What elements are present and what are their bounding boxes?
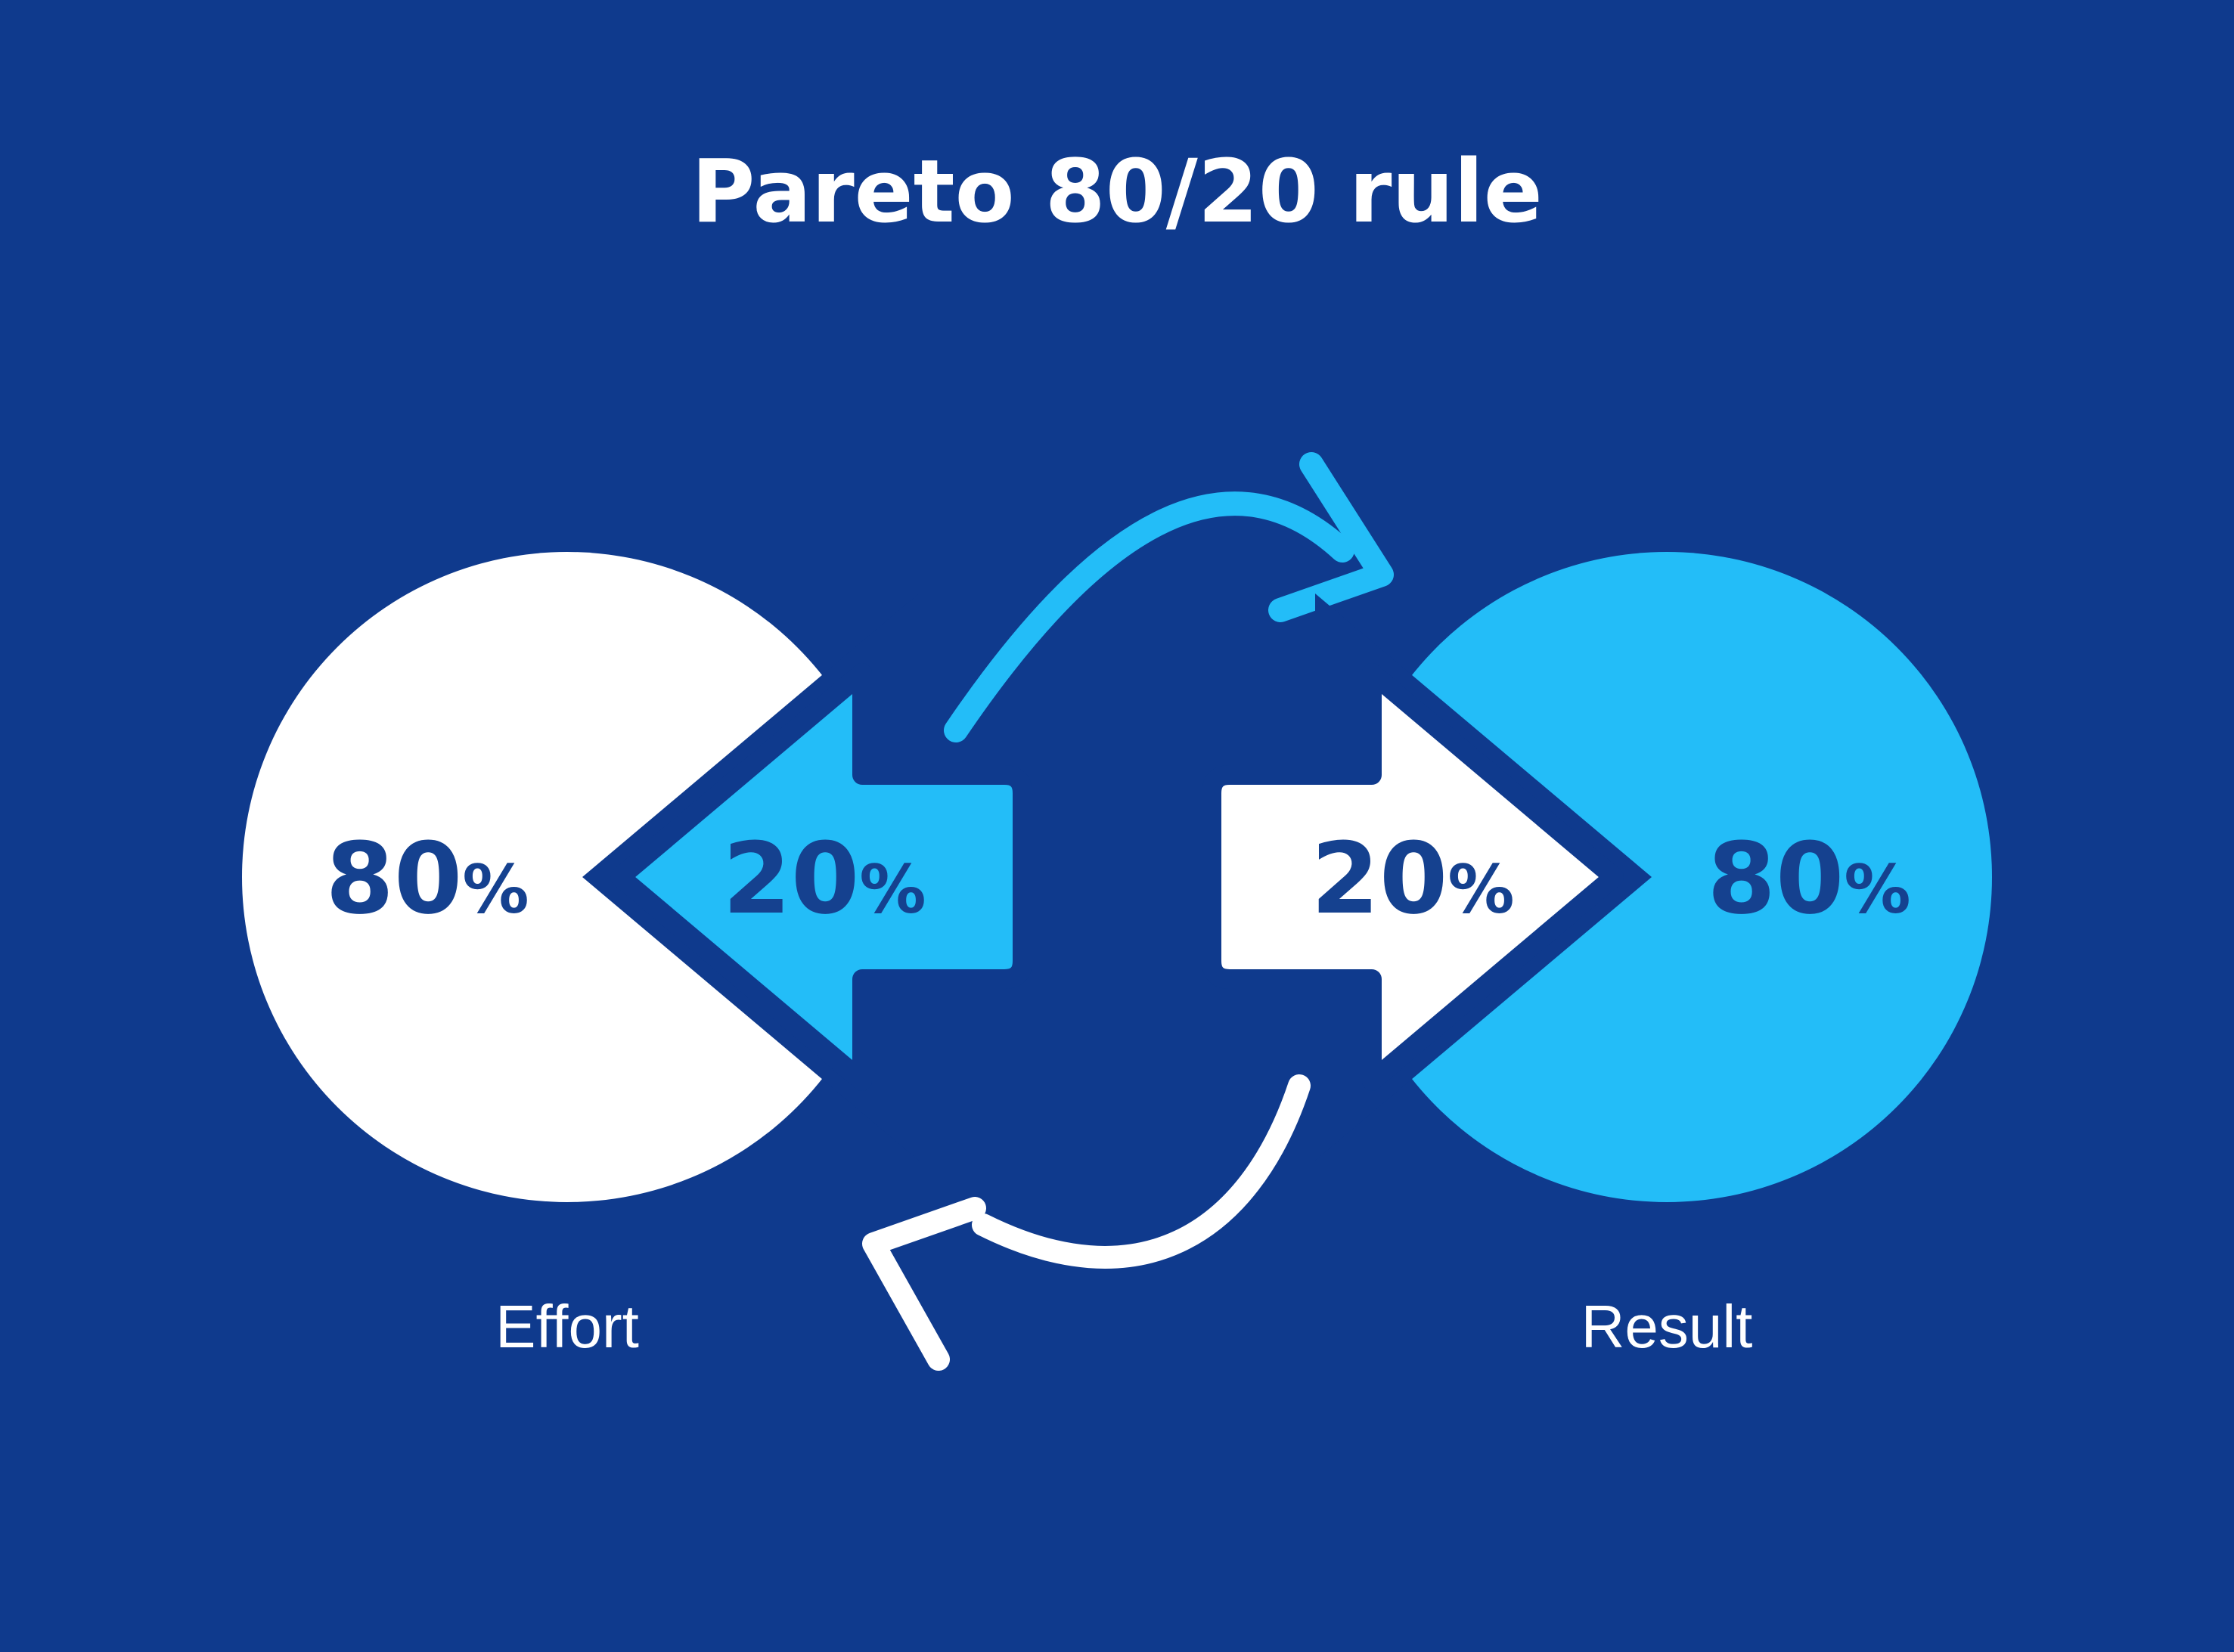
- result-label: Result: [1581, 1293, 1753, 1360]
- effort-circle: [242, 552, 892, 1202]
- result-arrow-percent-sign: %: [1447, 851, 1514, 928]
- effort-arrow-value: 20%: [722, 821, 926, 936]
- effort-share-number: 80: [325, 821, 462, 936]
- result-circle: [1342, 552, 1992, 1202]
- result-arrow-number: 20: [1311, 821, 1447, 936]
- result-share-percent-sign: %: [1844, 851, 1910, 928]
- effort-share-percent-sign: %: [462, 851, 529, 928]
- effort-arrow-number: 20: [722, 821, 859, 936]
- curved-arrow-right-icon: [944, 452, 1394, 742]
- effort-arrow-percent-sign: %: [859, 851, 926, 928]
- effort-share-value: 80%: [325, 821, 529, 936]
- curved-arrow-right-arc: [944, 491, 1354, 742]
- result-share-number: 80: [1707, 821, 1844, 936]
- curved-arrow-left-icon: [862, 1074, 1311, 1371]
- curved-arrow-left-arc: [972, 1074, 1311, 1269]
- result-share-value: 80%: [1707, 821, 1910, 936]
- result-arrow-value: 20%: [1311, 821, 1514, 936]
- left-arrow-shape: [610, 663, 1032, 1091]
- right-arrow-shape: [1202, 663, 1624, 1091]
- effort-label: Effort: [495, 1293, 639, 1360]
- curved-arrow-left-head: [862, 1197, 986, 1371]
- curved-arrow-right-head: [1268, 452, 1394, 622]
- page-title: Pareto 80/20 rule: [691, 141, 1543, 243]
